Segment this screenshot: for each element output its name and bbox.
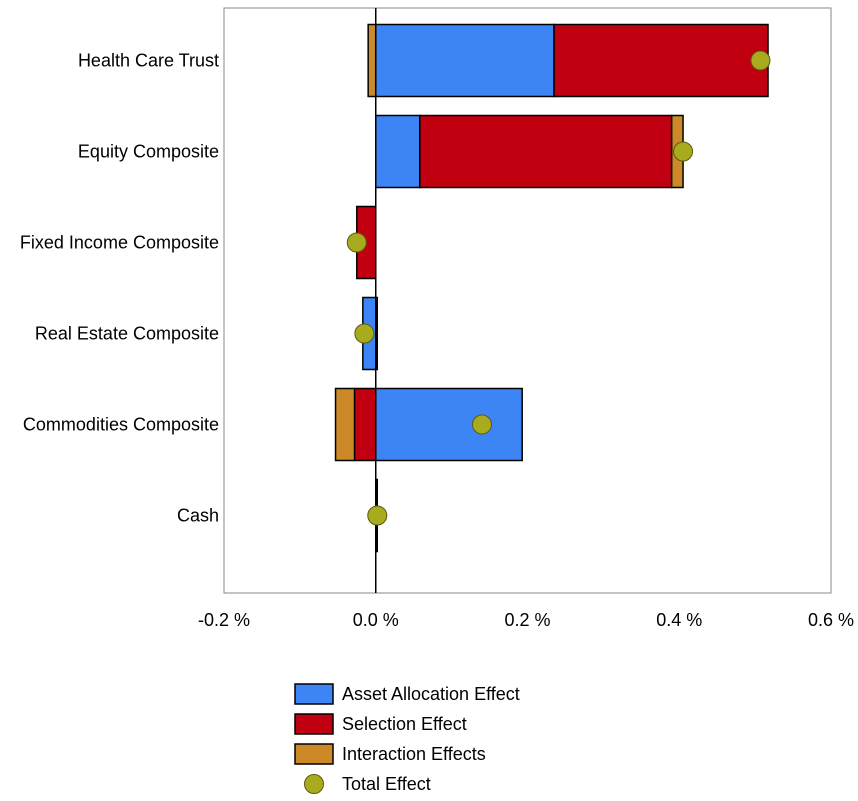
category-label-health-care-trust: Health Care Trust (78, 51, 219, 71)
x-tick-label: 0.4 % (656, 610, 702, 630)
x-tick-label: 0.2 % (504, 610, 550, 630)
legend-swatch-asset-allocation-effect (294, 683, 334, 705)
total-effect-point-equity-composite (673, 141, 694, 162)
category-label-real-estate-composite: Real Estate Composite (35, 324, 219, 344)
total-effect-point-real-estate-composite (354, 323, 375, 344)
category-label-equity-composite: Equity Composite (78, 142, 219, 162)
bar-asset-allocation-effect-equity-composite (375, 114, 421, 189)
bar-asset-allocation-effect-health-care-trust (375, 23, 555, 98)
bar-interaction-effects-health-care-trust (367, 23, 377, 98)
legend-label-total-effect: Total Effect (342, 774, 431, 794)
bar-selection-effect-health-care-trust (553, 23, 769, 98)
bar-selection-effect-commodities-composite (353, 387, 377, 462)
legend-marker-total-effect (304, 774, 324, 794)
total-effect-point-health-care-trust (750, 50, 771, 71)
x-tick-label: -0.2 % (198, 610, 250, 630)
plot-area (223, 7, 832, 594)
bar-layer (334, 23, 769, 553)
total-effect-point-fixed-income-composite (346, 232, 367, 253)
x-tick-label: 0.6 % (808, 610, 854, 630)
category-label-commodities-composite: Commodities Composite (23, 415, 219, 435)
legend-label-selection-effect: Selection Effect (342, 714, 467, 734)
x-tick-labels: -0.2 % 0.0 % 0.2 % 0.4 % 0.6 % (198, 610, 854, 630)
legend-swatch-interaction-effects (294, 743, 334, 765)
total-effect-layer (346, 50, 771, 526)
x-tick-label: 0.0 % (353, 610, 399, 630)
category-labels: Health Care Trust Equity Composite Fixed I… (20, 51, 219, 526)
legend-label-interaction-effects: Interaction Effects (342, 744, 486, 764)
bar-interaction-effects-commodities-composite (334, 387, 356, 462)
category-label-fixed-income-composite: Fixed Income Composite (20, 233, 219, 253)
bar-asset-allocation-effect-commodities-composite (375, 387, 523, 462)
legend: Asset Allocation Effect Selection Effect I… (294, 683, 520, 794)
total-effect-point-cash (367, 505, 388, 526)
legend-label-asset-allocation-effect: Asset Allocation Effect (342, 684, 520, 704)
legend-swatch-selection-effect (294, 713, 334, 735)
category-label-cash: Cash (177, 506, 219, 526)
total-effect-point-commodities-composite (471, 414, 492, 435)
bar-selection-effect-equity-composite (419, 114, 673, 189)
